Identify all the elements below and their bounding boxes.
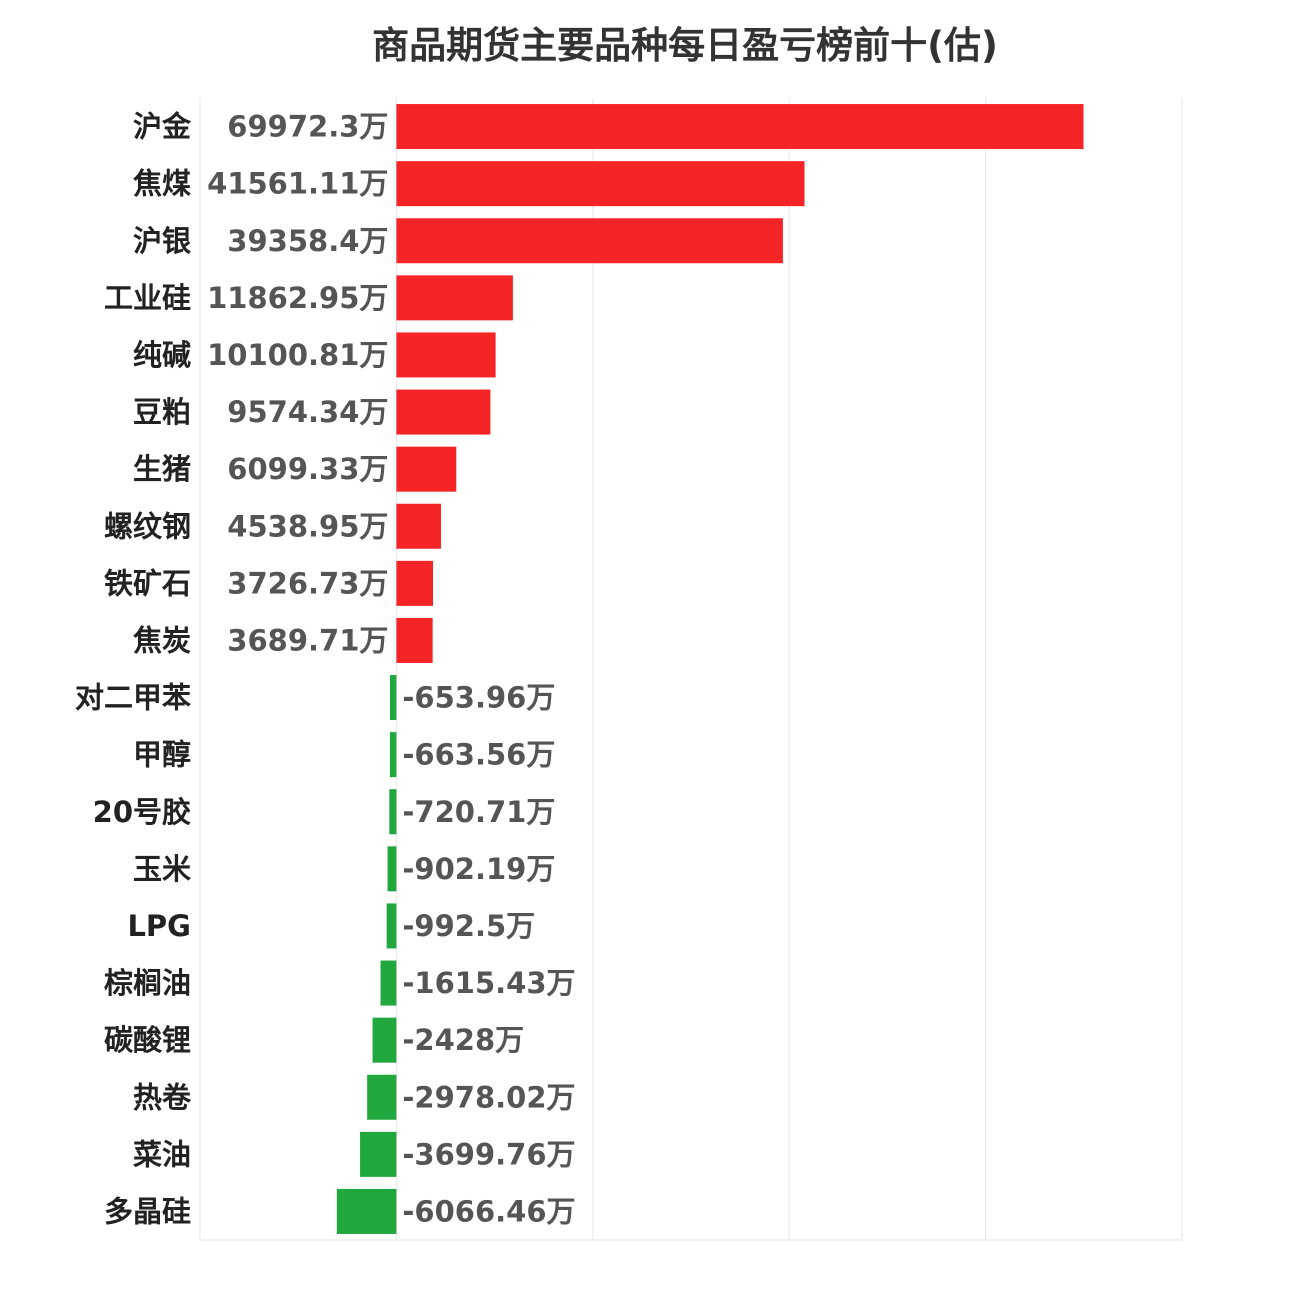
bar — [396, 446, 457, 492]
category-label: 生猪 — [133, 452, 191, 486]
category-label: 热卷 — [133, 1080, 192, 1114]
data-label: 69972.3万 — [227, 110, 388, 144]
bar — [386, 903, 397, 949]
bar — [387, 846, 397, 892]
data-label: -1615.43万 — [402, 966, 575, 1000]
data-label: 9574.34万 — [227, 395, 388, 429]
category-label: 焦煤 — [133, 167, 191, 201]
category-label: 多晶硅 — [104, 1194, 191, 1228]
bar — [380, 960, 397, 1006]
category-label: 焦炭 — [133, 623, 191, 657]
category-label: 沪金 — [133, 110, 192, 144]
data-label: -3699.76万 — [402, 1137, 575, 1171]
category-label: LPG — [127, 909, 191, 943]
bar — [396, 161, 805, 207]
data-label: 39358.4万 — [227, 224, 388, 258]
data-label: 3726.73万 — [227, 566, 388, 600]
data-label: -2428万 — [402, 1023, 524, 1057]
bar — [396, 104, 1084, 150]
bar — [336, 1188, 397, 1234]
category-label: 对二甲苯 — [75, 681, 191, 715]
bar — [389, 732, 397, 778]
data-label: -902.19万 — [402, 852, 555, 886]
data-label: 4538.95万 — [227, 509, 388, 543]
data-label: -653.96万 — [402, 681, 555, 715]
bar — [360, 1131, 397, 1177]
data-label: -6066.46万 — [402, 1194, 575, 1228]
category-label: 甲醇 — [133, 738, 191, 772]
category-label: 玉米 — [133, 852, 191, 886]
data-label: -992.5万 — [402, 909, 535, 943]
data-label: 3689.71万 — [227, 623, 388, 657]
data-label: 11862.95万 — [207, 281, 388, 315]
bar — [372, 1017, 397, 1063]
bar — [389, 789, 397, 835]
bar — [396, 503, 441, 549]
data-label: 6099.33万 — [227, 452, 388, 486]
data-label: 41561.11万 — [207, 167, 388, 201]
bar — [396, 560, 433, 606]
bar — [396, 617, 433, 663]
bar — [396, 389, 491, 435]
bar — [396, 275, 513, 321]
category-label: 螺纹钢 — [104, 509, 191, 543]
data-label: -663.56万 — [402, 738, 555, 772]
data-label: -2978.02万 — [402, 1080, 575, 1114]
category-label: 纯碱 — [133, 338, 191, 372]
chart-title: 商品期货主要品种每日盈亏榜前十(估) — [372, 24, 998, 67]
category-label: 碳酸锂 — [104, 1023, 191, 1057]
category-label: 铁矿石 — [104, 566, 191, 600]
bar — [389, 675, 397, 721]
category-label: 棕榈油 — [104, 966, 191, 1000]
category-label: 沪银 — [133, 224, 191, 258]
category-label: 20号胶 — [93, 795, 191, 829]
category-label: 豆粕 — [133, 395, 191, 429]
category-label: 菜油 — [133, 1137, 191, 1171]
bar — [396, 332, 496, 378]
bar — [396, 218, 783, 264]
gridlines — [199, 98, 1183, 1241]
data-label: -720.71万 — [402, 795, 555, 829]
bar — [367, 1074, 397, 1120]
data-label: 10100.81万 — [207, 338, 388, 372]
category-label: 工业硅 — [104, 281, 191, 315]
bars — [336, 104, 1084, 1234]
